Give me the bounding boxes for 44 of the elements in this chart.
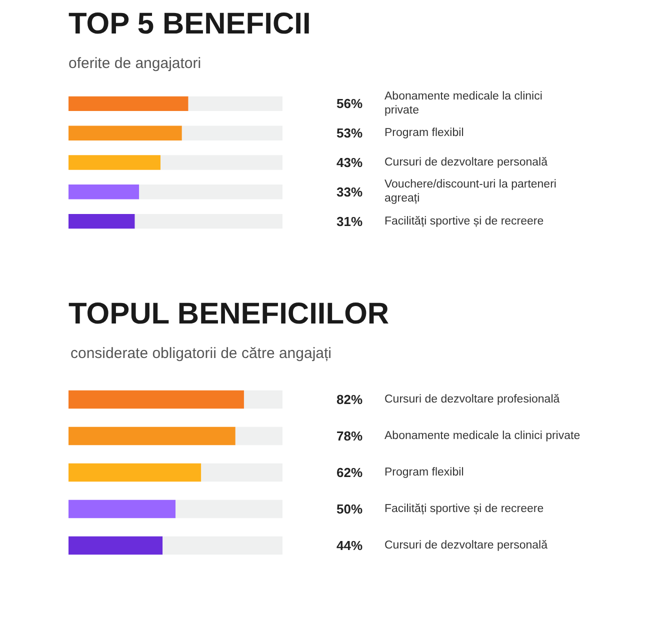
category-label: Facilități sportive și de recreere bbox=[384, 502, 544, 515]
data-label: 78% bbox=[336, 428, 363, 444]
bar bbox=[68, 426, 236, 446]
bar bbox=[162, 536, 282, 555]
category-label: Cursuri de dezvoltare personală bbox=[384, 156, 548, 168]
data-label: 33% bbox=[336, 184, 363, 200]
bar bbox=[188, 96, 282, 112]
bar bbox=[244, 390, 282, 409]
category-label: Facilități sportive și de recreere bbox=[384, 215, 544, 228]
data-label: 31% bbox=[336, 214, 363, 229]
data-label: 56% bbox=[336, 96, 363, 112]
data-label: 82% bbox=[336, 392, 363, 408]
bar bbox=[68, 390, 244, 409]
data-label: 43% bbox=[336, 155, 363, 170]
chart-title: TOPUL BENEFICIILOR bbox=[68, 298, 390, 330]
bar bbox=[68, 184, 140, 200]
bar bbox=[68, 214, 135, 229]
data-label: 62% bbox=[336, 465, 363, 480]
category-label: Cursuri de dezvoltare personală bbox=[384, 539, 548, 552]
chart-subtitle: oferite de angajatori bbox=[68, 55, 202, 72]
data-label: 53% bbox=[336, 126, 363, 141]
chart-title: TOP 5 BENEFICII bbox=[68, 8, 311, 40]
bar bbox=[68, 500, 176, 518]
category-label: Cursuri de dezvoltare profesională bbox=[384, 394, 560, 406]
category-label: Program flexibil bbox=[384, 466, 464, 478]
bar bbox=[68, 536, 163, 555]
category-label: Abonamente medicale la clinici private bbox=[384, 90, 542, 116]
data-label: 44% bbox=[336, 538, 363, 553]
bar bbox=[201, 463, 282, 482]
bar bbox=[160, 155, 282, 170]
category-label: Vouchere/discount-uri la parteneri agreați bbox=[384, 178, 556, 205]
bar bbox=[68, 96, 188, 112]
bar bbox=[68, 463, 202, 482]
bar bbox=[176, 500, 282, 518]
bar bbox=[68, 126, 182, 140]
category-label: Abonamente medicale la clinici private bbox=[384, 430, 580, 442]
bar bbox=[182, 126, 282, 140]
data-label: 50% bbox=[336, 501, 363, 516]
bar bbox=[139, 184, 282, 200]
bar bbox=[235, 426, 282, 446]
bar bbox=[134, 214, 282, 229]
bar bbox=[68, 155, 161, 170]
category-label: Program flexibil bbox=[384, 127, 464, 140]
chart-subtitle: considerate obligatorii de către angajați bbox=[70, 345, 332, 362]
